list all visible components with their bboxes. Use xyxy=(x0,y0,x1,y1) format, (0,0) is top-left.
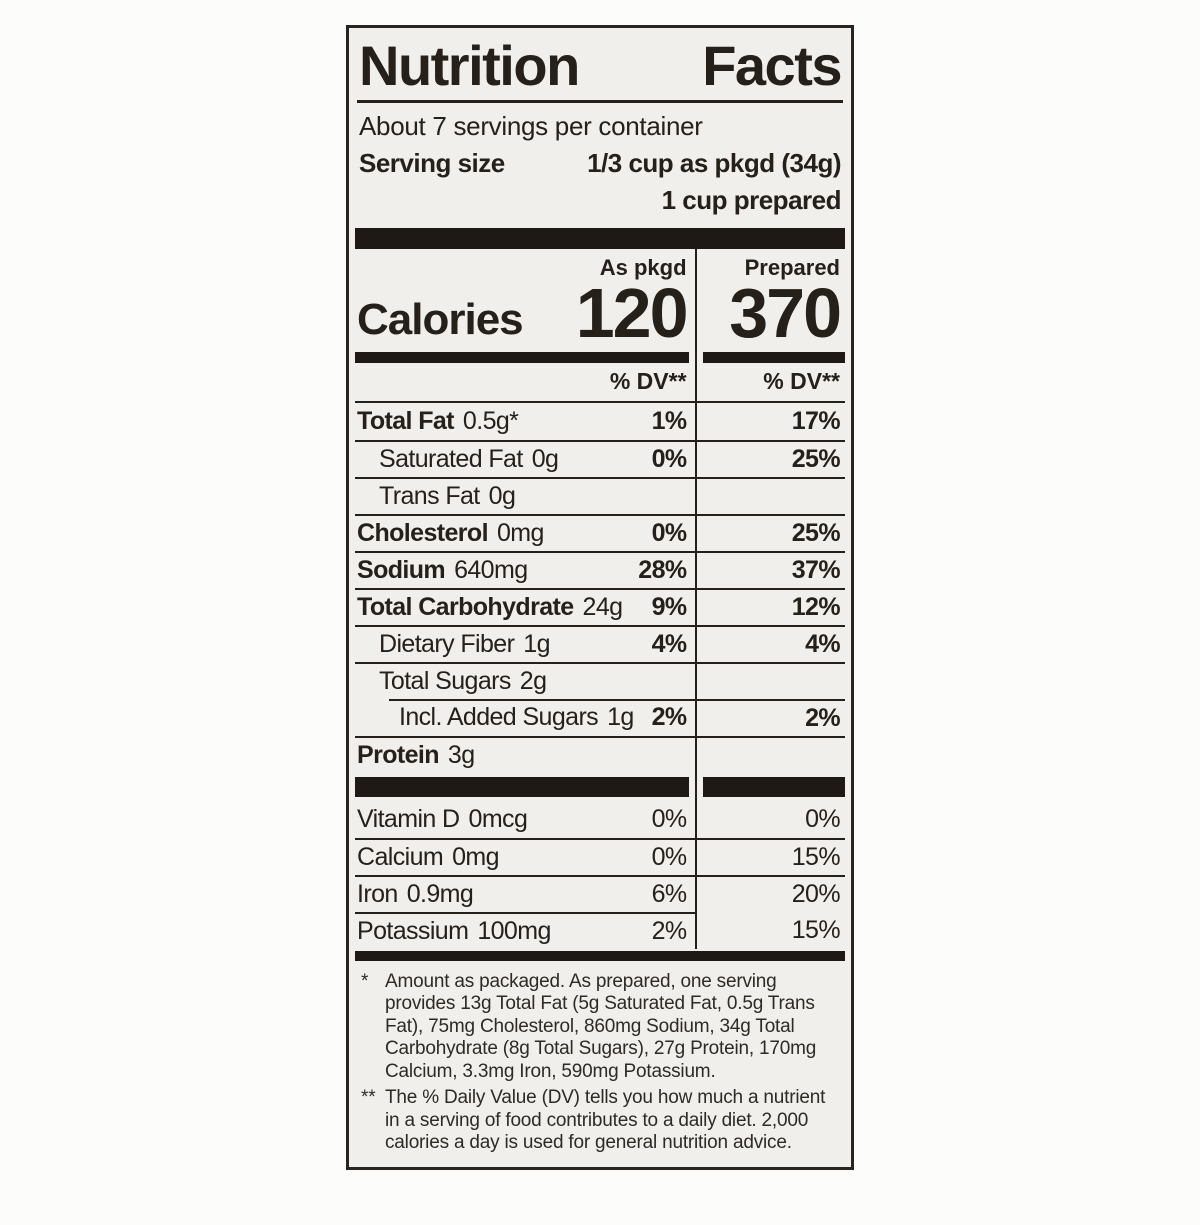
nutrient-name: Vitamin D xyxy=(357,804,460,833)
dv-as-pkgd: 0% xyxy=(651,518,688,547)
calories-label: Calories xyxy=(357,294,524,344)
nutrient-amount: 0mg xyxy=(496,518,544,547)
nutrient-name: Iron xyxy=(357,879,398,908)
column-header-row: As pkgd Prepared xyxy=(355,249,845,283)
dv-prepared: 15% xyxy=(791,915,841,944)
nutrient-amount: 0mcg xyxy=(468,804,528,833)
nutrient-name: Calcium xyxy=(357,842,444,871)
dv-prepared: 17% xyxy=(791,406,841,435)
row-saturated-fat: Saturated Fat 0g 0% 25% xyxy=(355,439,845,477)
nutrient-name: Total Sugars xyxy=(379,666,511,695)
serving-size-prepared: 1 cup prepared xyxy=(661,185,842,215)
dv-prepared: 2% xyxy=(805,703,841,732)
dv-prepared: 25% xyxy=(791,444,841,473)
title-word-nutrition: Nutrition xyxy=(359,34,580,97)
nutrient-amount: 1g xyxy=(607,702,634,731)
nutrient-name: Total Fat xyxy=(357,406,455,435)
row-added-sugars: Incl. Added Sugars 1g 2% 2% xyxy=(355,698,845,736)
row-protein: Protein 3g xyxy=(355,735,845,773)
dv-as-pkgd: 2% xyxy=(651,702,688,731)
nutrient-name: Saturated Fat xyxy=(379,444,523,473)
dv-header-as-pkgd: % DV** xyxy=(355,363,696,403)
column-header-as-pkgd: As pkgd xyxy=(599,255,687,280)
footnote-daily-value: ** The % Daily Value (DV) tells you how … xyxy=(361,1087,841,1155)
row-calcium: Calcium 0mg 0% 15% xyxy=(355,837,845,875)
dv-header-prepared: % DV** xyxy=(695,363,845,403)
footnote-marker: ** xyxy=(361,1087,376,1109)
dv-prepared: 15% xyxy=(791,842,841,871)
nutrient-amount: 0g xyxy=(488,481,516,510)
dv-prepared: 0% xyxy=(805,804,841,833)
row-total-sugars: Total Sugars 2g xyxy=(355,661,845,699)
nutrient-amount: 0.5g* xyxy=(462,406,519,435)
nutrient-amount: 1g xyxy=(523,629,550,658)
row-vitamin-d: Vitamin D 0mcg 0% 0% xyxy=(355,801,845,838)
dv-as-pkgd: 2% xyxy=(651,916,688,945)
serving-size-value: 1/3 cup as pkgd (34g) xyxy=(587,148,841,178)
nutrient-amount: 100mg xyxy=(477,916,551,945)
row-potassium: Potassium 100mg 2% 15% xyxy=(355,911,845,949)
calories-row: Calories 120 370 xyxy=(355,274,845,352)
title-word-facts: Facts xyxy=(702,34,842,97)
serving-size-row: Serving size 1/3 cup as pkgd (34g) xyxy=(349,142,851,179)
nutrient-name: Incl. Added Sugars xyxy=(399,702,599,731)
row-dietary-fiber: Dietary Fiber 1g 4% 4% xyxy=(355,624,845,662)
row-total-carbohydrate: Total Carbohydrate 24g 9% 12% xyxy=(355,587,845,625)
footnote-text: The % Daily Value (DV) tells you how muc… xyxy=(385,1087,826,1154)
calories-as-pkgd: 120 xyxy=(575,274,689,352)
dv-prepared: 37% xyxy=(791,555,841,584)
nutrient-amount: 3g xyxy=(447,740,475,769)
dv-as-pkgd: 0% xyxy=(651,804,688,833)
nutrient-amount: 24g xyxy=(582,592,624,621)
dv-as-pkgd: 0% xyxy=(651,842,688,871)
dv-as-pkgd: 28% xyxy=(638,555,687,584)
row-total-fat: Total Fat 0.5g* 1% 17% xyxy=(355,403,845,440)
nutrient-amount: 2g xyxy=(519,666,547,695)
nutrient-name: Total Carbohydrate xyxy=(357,592,574,621)
footnotes: * Amount as packaged. As prepared, one s… xyxy=(349,961,851,1159)
dv-as-pkgd: 9% xyxy=(651,592,688,621)
dv-as-pkgd: 4% xyxy=(651,629,688,658)
nutrient-name: Sodium xyxy=(357,555,446,584)
row-trans-fat: Trans Fat 0g xyxy=(355,476,845,514)
nutrient-amount: 0.9mg xyxy=(406,879,474,908)
label-title: Nutrition Facts xyxy=(349,28,851,98)
row-sodium: Sodium 640mg 28% 37% xyxy=(355,550,845,588)
title-divider xyxy=(357,100,843,103)
row-cholesterol: Cholesterol 0mg 0% 25% xyxy=(355,513,845,551)
row-iron: Iron 0.9mg 6% 20% xyxy=(355,874,845,912)
section-bar-bottom xyxy=(355,950,845,961)
serving-size-label: Serving size xyxy=(359,148,505,178)
calories-prepared: 370 xyxy=(729,274,842,352)
dv-prepared: 25% xyxy=(791,518,841,547)
section-bar-top xyxy=(355,228,845,249)
calories-underbar xyxy=(355,351,845,363)
dv-as-pkgd: 6% xyxy=(651,879,688,908)
dv-header-row: % DV** % DV** xyxy=(355,363,845,403)
nutrient-name: Cholesterol xyxy=(357,518,489,547)
nutrition-facts-label: Nutrition Facts About 7 servings per con… xyxy=(346,25,854,1170)
nutrient-name: Potassium xyxy=(357,916,469,945)
dv-prepared: 12% xyxy=(791,592,841,621)
nutrient-amount: 0mg xyxy=(452,842,499,871)
footnote-as-prepared: * Amount as packaged. As prepared, one s… xyxy=(361,971,841,1084)
nutrient-name: Trans Fat xyxy=(379,481,480,510)
section-bar-vitamins xyxy=(355,776,845,797)
nutrient-amount: 640mg xyxy=(454,555,528,584)
dv-prepared: 4% xyxy=(805,629,841,658)
nutrient-amount: 0g xyxy=(531,444,559,473)
nutrient-table: As pkgd Prepared Calories 120 370 % DV**… xyxy=(355,249,845,949)
footnote-text: Amount as packaged. As prepared, one ser… xyxy=(385,970,817,1082)
dv-as-pkgd: 1% xyxy=(651,406,688,435)
nutrient-name: Dietary Fiber xyxy=(379,629,515,658)
nutrient-name: Protein xyxy=(357,740,440,769)
dv-as-pkgd: 0% xyxy=(651,444,688,473)
dv-prepared: 20% xyxy=(791,879,841,908)
column-header-prepared: Prepared xyxy=(744,255,840,280)
servings-per-container: About 7 servings per container xyxy=(359,111,703,141)
footnote-marker: * xyxy=(361,970,369,992)
